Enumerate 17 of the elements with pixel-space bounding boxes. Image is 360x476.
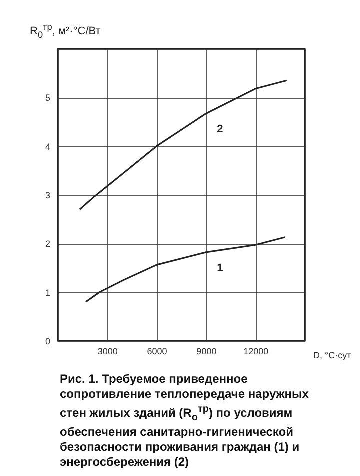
line-series xyxy=(79,80,288,210)
x-tick-label: 3000 xyxy=(98,346,118,356)
series-label: 2 xyxy=(217,124,224,136)
text: Рис. 1. Требуемое приведенное сопротивление теплопередаче наружных стен жилых зданий (R$_{о}$$^{тр}$) по условиям обеспечения санитарно-гигиенической безопасности проживания граждан (1) и энергосбережения (2) xyxy=(60,372,309,470)
y-tick-label: 1 xyxy=(45,288,50,298)
y-axis-title: R$_{0}$$^{тр}$, м²·°С/Вт xyxy=(30,22,101,40)
series-label: 1 xyxy=(217,262,224,274)
y-tick-label: 2 xyxy=(45,239,50,250)
y-tick-label: 5 xyxy=(45,93,50,104)
x-tick-label: 12000 xyxy=(244,346,269,356)
y-tick-label: 4 xyxy=(45,142,50,152)
x-axis-title: D, °C·сут xyxy=(314,350,352,360)
x-tick-label: 6000 xyxy=(147,346,168,356)
y-tick-label: 0 xyxy=(45,336,50,346)
x-tick-label: 9000 xyxy=(196,346,217,356)
line-series xyxy=(85,236,286,303)
y-tick-label: 3 xyxy=(45,190,50,200)
